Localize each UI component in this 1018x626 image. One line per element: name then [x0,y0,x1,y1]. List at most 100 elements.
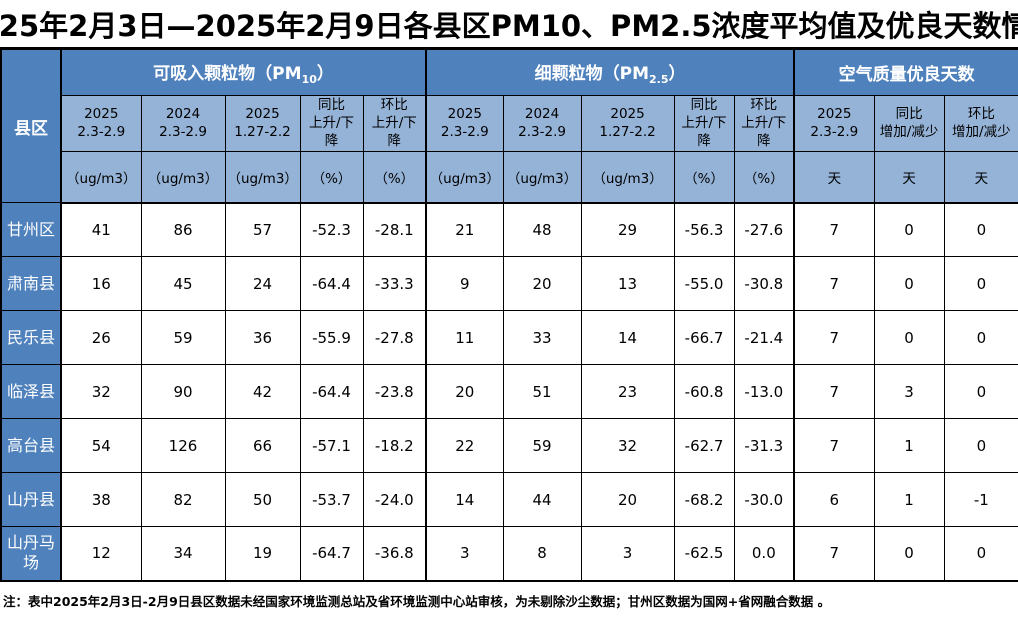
table-cell: 12 [60,526,142,582]
pm10-subscript: 10 [301,73,317,86]
table-cell: 11 [425,310,504,366]
table-cell: 3 [425,526,504,582]
col-header: 2025 1.27-2.2 [580,95,675,152]
pm10-label: 可吸入颗粒物（PM [153,64,302,84]
table-cell: 50 [224,472,301,528]
col-header: 2024 2.3-2.9 [140,95,226,152]
col-header: 环比 上升/下降 [733,95,796,152]
table-cell: 0 [943,310,1018,366]
col-header: 环比 增加/减少 [943,95,1018,152]
section-header-pm25: 细颗粒物（PM2.5） [425,48,796,96]
unit-cell: （ug/m3） [60,150,142,204]
table-cell: -30.8 [733,256,796,312]
unit-cell: （%） [362,150,428,204]
col-header: 同比 增加/减少 [873,95,945,152]
table-cell: 29 [580,202,675,258]
table-cell: 20 [425,364,504,420]
table-cell: -27.8 [362,310,428,366]
unit-cell: （ug/m3） [580,150,675,204]
table-cell: 0 [873,202,945,258]
unit-cell: （%） [673,150,735,204]
table-cell: 1 [873,472,945,528]
col-header: 2025 2.3-2.9 [60,95,142,152]
table-cell: -62.5 [673,526,735,582]
table-cell: -64.4 [299,256,364,312]
table-row: 高台县 54 126 66 -57.1 -18.2 22 59 32 -62.7 -31.3 7 1 0 [0,418,1018,474]
col-header: 同比 上升/下降 [673,95,735,152]
footnote: 注：表中2025年2月3日-2月9日县区数据未经国家环境监测总站及省环境监测中心… [3,593,831,609]
table-row: 山丹马场 12 34 19 -64.7 -36.8 3 8 3 -62.5 0.0 7 0 0 [0,526,1018,582]
col-header: 2025 1.27-2.2 [224,95,301,152]
row-header-county: 高台县 [0,418,62,474]
table-cell: 20 [502,256,582,312]
section-header-good-days: 空气质量优良天数 [793,48,1018,96]
table-cell: 7 [793,418,875,474]
pm25-subscript: 2.5 [649,73,669,86]
table-cell: -28.1 [362,202,428,258]
table-cell: 7 [793,202,875,258]
table-cell: 6 [793,472,875,528]
unit-cell: （%） [299,150,364,204]
table-cell: -55.0 [673,256,735,312]
col-header: 环比 上升/下降 [362,95,428,152]
table-cell: 42 [224,364,301,420]
table-cell: 59 [140,310,226,366]
table-cell: 90 [140,364,226,420]
table-cell: 20 [580,472,675,528]
table-cell: -18.2 [362,418,428,474]
table-cell: 26 [60,310,142,366]
table-cell: 24 [224,256,301,312]
table-cell: 54 [60,418,142,474]
table-cell: 23 [580,364,675,420]
table-cell: -64.7 [299,526,364,582]
table-cell: 3 [580,526,675,582]
table-cell: 0 [873,256,945,312]
col-header: 2025 2.3-2.9 [793,95,875,152]
table-cell: 57 [224,202,301,258]
table-cell: 51 [502,364,582,420]
pm25-label: 细颗粒物（PM [534,64,650,84]
table-cell: -62.7 [673,418,735,474]
col-header: 同比 上升/下降 [299,95,364,152]
table-row: 甘州区 41 86 57 -52.3 -28.1 21 48 29 -56.3 -27.6 7 0 0 [0,202,1018,258]
table-cell: 3 [873,364,945,420]
section-header-pm10: 可吸入颗粒物（PM10） [60,48,428,96]
table-head: 县区 可吸入颗粒物（PM10） 细颗粒物（PM2.5） 空气质量优良天数 202… [0,47,1018,204]
table-cell: 38 [60,472,142,528]
table-cell: -21.4 [733,310,796,366]
table-cell: 22 [425,418,504,474]
table-cell: 126 [140,418,226,474]
unit-cell: （ug/m3） [140,150,226,204]
table-cell: -57.1 [299,418,364,474]
table-cell: 34 [140,526,226,582]
table-cell: 66 [224,418,301,474]
unit-cell: （%） [733,150,796,204]
table-cell: 7 [793,526,875,582]
table-cell: -55.9 [299,310,364,366]
table-cell: 7 [793,364,875,420]
table-cell: -1 [943,472,1018,528]
table-cell: 86 [140,202,226,258]
table-cell: 16 [60,256,142,312]
table-cell: -60.8 [673,364,735,420]
table-cell: 32 [60,364,142,420]
row-header-county: 甘州区 [0,202,62,258]
table-cell: 14 [425,472,504,528]
table-cell: 0 [873,526,945,582]
table-cell: 0 [943,202,1018,258]
unit-cell: （ug/m3） [425,150,504,204]
row-header-county: 山丹县 [0,472,62,528]
table-cell: 1 [873,418,945,474]
table-cell: 48 [502,202,582,258]
table-cell: 82 [140,472,226,528]
table-cell: -56.3 [673,202,735,258]
table-cell: 21 [425,202,504,258]
table-cell: 7 [793,256,875,312]
unit-cell: （ug/m3） [502,150,582,204]
good-days-label: 空气质量优良天数 [838,65,975,85]
table-cell: 0 [943,256,1018,312]
table-cell: -31.3 [733,418,796,474]
row-header-county: 民乐县 [0,310,62,366]
unit-cell: 天 [793,150,875,204]
